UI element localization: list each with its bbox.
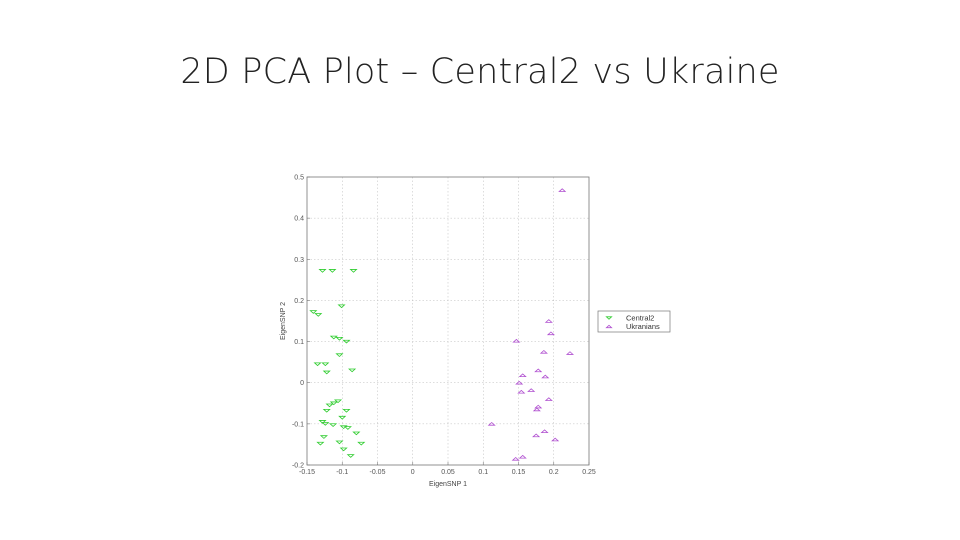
data-point-central2 xyxy=(348,368,357,373)
data-point-central2 xyxy=(335,440,344,445)
data-point-ukranians xyxy=(544,319,553,323)
data-point-ukranians xyxy=(541,374,550,379)
data-point-central2 xyxy=(338,415,347,420)
data-point-ukranians xyxy=(511,456,520,461)
data-point-ukranians xyxy=(565,351,575,355)
data-point-central2 xyxy=(325,403,334,408)
data-point-central2 xyxy=(342,408,351,413)
data-point-central2 xyxy=(352,431,361,436)
tick-layer: -0.15 -0.1 -0.05 0 0.05 0.1 0.15 0.2 0.25 -0.2 -0.… xyxy=(292,175,596,477)
data-point-central2 xyxy=(309,310,318,314)
legend-label: Central2 xyxy=(626,314,654,323)
data-point-central2 xyxy=(313,362,322,367)
y-tick-label: 0.2 xyxy=(294,298,304,305)
data-point-ukranians xyxy=(527,388,536,392)
data-point-central2 xyxy=(316,441,325,446)
data-point-central2 xyxy=(333,399,343,404)
y-tick-label: 0.5 xyxy=(294,175,304,182)
data-point-central2 xyxy=(335,353,344,358)
x-tick-label: 0 xyxy=(411,469,415,476)
legend-marker xyxy=(605,324,613,329)
data-point-central2 xyxy=(337,304,346,309)
y-tick-label: 0 xyxy=(300,380,304,387)
data-point-central2 xyxy=(322,408,331,413)
data-point-ukranians xyxy=(546,331,555,336)
data-point-ukranians xyxy=(544,397,553,401)
y-tick-label: -0.1 xyxy=(292,421,304,428)
data-point-central2 xyxy=(335,336,344,341)
x-tick-label: 0.25 xyxy=(582,469,596,476)
data-point-ukranians xyxy=(512,338,521,343)
data-point-ukranians xyxy=(534,404,543,409)
data-point-central2 xyxy=(318,269,327,273)
legend-box xyxy=(597,310,671,333)
points-layer xyxy=(309,188,575,461)
data-point-central2 xyxy=(319,435,328,439)
data-point-ukranians xyxy=(517,389,526,394)
legend-marker xyxy=(605,316,613,320)
data-point-ukranians xyxy=(515,380,524,385)
y-tick-label: -0.2 xyxy=(292,463,304,470)
data-point-ukranians xyxy=(518,373,527,378)
grid-layer xyxy=(307,177,589,465)
data-point-central2 xyxy=(321,422,330,426)
x-tick-label: 0.05 xyxy=(441,469,455,476)
data-point-ukranians xyxy=(518,454,527,459)
data-point-central2 xyxy=(329,335,338,340)
data-point-ukranians xyxy=(551,437,560,442)
data-point-ukranians xyxy=(532,433,541,438)
data-point-central2 xyxy=(329,423,338,427)
data-point-central2 xyxy=(314,313,323,317)
data-point-ukranians xyxy=(558,188,567,192)
x-tick-label: 0.15 xyxy=(512,469,526,476)
data-point-central2 xyxy=(346,454,355,458)
legend-label: Ukranians xyxy=(626,322,660,331)
y-tick-label: 0.1 xyxy=(294,339,304,346)
data-point-central2 xyxy=(357,441,366,446)
data-point-central2 xyxy=(349,269,358,273)
x-tick-label: -0.05 xyxy=(370,469,386,476)
y-tick-label: 0.3 xyxy=(294,257,304,264)
x-tick-label: 0.2 xyxy=(549,469,559,476)
x-tick-label: 0.1 xyxy=(478,469,488,476)
data-point-central2 xyxy=(318,420,327,424)
slide-title: 2D PCA Plot – Central2 vs Ukraine xyxy=(180,52,780,92)
data-point-ukranians xyxy=(540,429,549,434)
y-axis-label: EigenSNP 2 xyxy=(280,302,287,340)
data-point-central2 xyxy=(343,426,352,430)
data-point-central2 xyxy=(342,339,351,344)
data-point-ukranians xyxy=(532,407,541,412)
data-point-ukranians xyxy=(534,368,543,373)
data-point-central2 xyxy=(328,269,337,273)
x-tick-label: -0.15 xyxy=(299,469,315,476)
data-point-central2 xyxy=(322,370,331,375)
data-point-ukranians xyxy=(487,421,496,426)
x-tick-label: -0.1 xyxy=(336,469,348,476)
data-point-ukranians xyxy=(539,349,548,354)
data-point-central2 xyxy=(339,447,348,452)
data-point-central2 xyxy=(321,362,330,367)
y-tick-label: 0.4 xyxy=(294,216,304,223)
x-axis-label: EigenSNP 1 xyxy=(429,481,467,488)
data-point-central2 xyxy=(329,401,338,406)
